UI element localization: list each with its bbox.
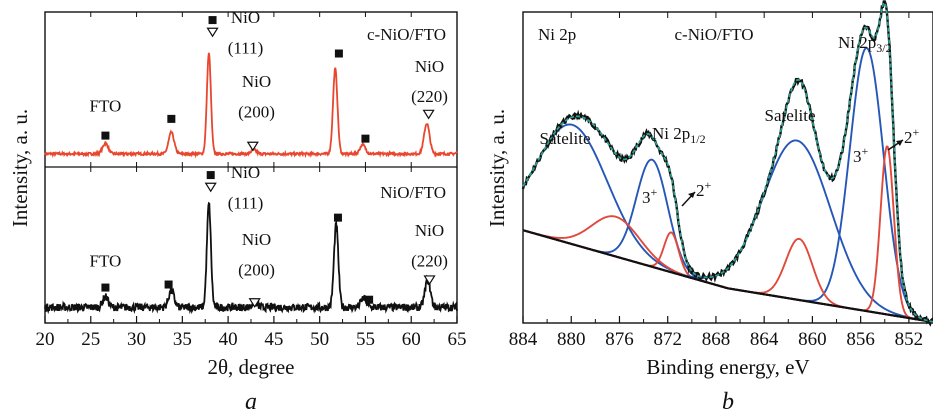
xrd-peak-label: NiO (415, 221, 444, 240)
fto-square-marker (334, 49, 343, 58)
xps-x-tick-label: 872 (653, 329, 682, 350)
xrd-series-line (44, 52, 458, 159)
xrd-x-tick-label: 45 (264, 329, 283, 350)
xrd-peak-label: NiO (242, 230, 271, 249)
xps-x-tick-label: 852 (895, 329, 924, 350)
xps-x-tick-label: 880 (557, 329, 586, 350)
xps-arrowhead-2plus-left (688, 192, 695, 198)
xps-label-2plus-left-num: 2 (696, 181, 705, 200)
xrd-x-tick-label: 25 (81, 329, 100, 350)
fto-square-marker (206, 171, 215, 180)
xps-plot-frame (522, 11, 933, 324)
xps-label-2plus-left: 2+ (696, 178, 712, 200)
xrd-series-line (44, 201, 458, 315)
xps-x-tick-label: 868 (702, 329, 731, 350)
xps-label-2plus-right-sup: + (913, 125, 920, 139)
xps-title-center: c-NiO/FTO (674, 25, 753, 44)
fto-square-marker (101, 131, 110, 140)
xrd-peak-label: (200) (238, 260, 275, 279)
xrd-x-tick-label: 30 (127, 329, 146, 350)
xps-label-3plus-left-num: 3 (642, 188, 651, 207)
xps-label-ni2p12: Ni 2p1/2 (652, 124, 706, 146)
xps-label-3plus-right: 3+ (853, 144, 869, 166)
xrd-x-tick-label: 65 (448, 329, 467, 350)
nio-triangle-marker (246, 141, 259, 152)
xps-label-ni2p12-sub: 1/2 (690, 132, 705, 146)
panel-b: 884 880 876 872 868 864 860 856 852 Ni 2p c-NiO/… (485, 0, 933, 415)
xrd-x-tick-label: 40 (219, 329, 238, 350)
xrd-peak-label: NiO (242, 72, 271, 91)
xps-label-3plus-left-sup: + (651, 185, 658, 199)
fto-square-marker (333, 213, 342, 222)
xrd-x-tick-label: 55 (356, 329, 375, 350)
xrd-peak-label: FTO (90, 96, 122, 115)
xps-label-ni2p32: Ni 2p3/2 (838, 33, 892, 55)
xrd-peak-label: (111) (228, 194, 264, 213)
xrd-peak-label: (111) (228, 39, 264, 58)
xrd-peak-label: FTO (90, 251, 122, 270)
xps-component-curve (522, 145, 933, 323)
nio-triangle-marker (204, 182, 217, 193)
xrd-annotations-group: FTO NiO (111) NiO (200) NiO (220) FTO NiO (111) Ni… (90, 8, 448, 308)
xps-x-tick-label: 876 (605, 329, 634, 350)
nio-triangle-marker (423, 275, 436, 286)
nio-triangle-marker (422, 109, 435, 120)
fto-square-marker (167, 114, 176, 123)
xps-x-tick-label: 856 (846, 329, 875, 350)
xps-envelope-line (522, 2, 933, 323)
xrd-series-group (44, 52, 458, 315)
xrd-peak-label: (200) (238, 102, 275, 121)
xrd-x-tick-label: 60 (402, 329, 421, 350)
xps-curves-group (521, 0, 933, 327)
xps-label-2plus-left-sup: + (705, 178, 712, 192)
fto-square-marker (101, 283, 110, 292)
xrd-peak-label: NiO (415, 57, 444, 76)
xrd-peak-label: NiO (231, 163, 260, 182)
fto-square-marker (361, 134, 370, 143)
xps-title-left: Ni 2p (538, 25, 576, 44)
panel-a-label: a (245, 389, 257, 415)
xrd-x-tick-label: 50 (310, 329, 329, 350)
xrd-x-tick-label: 20 (36, 329, 55, 350)
xrd-y-axis-label: Intensity, a. u. (8, 109, 32, 227)
xps-background-line (522, 229, 933, 324)
xps-x-tick-label: 860 (798, 329, 827, 350)
nio-triangle-marker (206, 27, 219, 38)
xps-arrowhead-2plus-right (896, 140, 903, 146)
xps-x-tick-label: 884 (509, 329, 538, 350)
xps-label-3plus-right-num: 3 (853, 147, 862, 166)
xps-x-tick-label: 864 (750, 329, 779, 350)
xps-y-axis-label: Intensity, a. u. (485, 109, 509, 227)
xps-label-2plus-right: 2+ (904, 125, 920, 147)
xps-label-3plus-right-sup: + (862, 144, 869, 158)
xps-label-ni2p12-main: Ni 2p (652, 124, 690, 143)
xrd-x-ticks: 20 25 30 35 40 45 50 55 60 65 (36, 12, 467, 350)
nio-triangle-marker (248, 298, 261, 308)
xrd-peak-label: NiO (231, 8, 260, 27)
xrd-panel-label-bottom: NiO/FTO (380, 183, 446, 202)
xrd-x-axis-label: 2θ, degree (207, 355, 294, 379)
xps-x-axis-label: Binding energy, eV (646, 355, 809, 379)
xrd-x-tick-label: 35 (173, 329, 192, 350)
xps-component-curve (522, 46, 933, 323)
fto-square-marker (208, 16, 217, 25)
xps-label-satelite-left: Satelite (540, 129, 591, 148)
xps-label-3plus-left: 3+ (642, 185, 658, 207)
xps-x-ticks: 884 880 876 872 868 864 860 856 852 (509, 12, 923, 350)
panel-a: 20 25 30 35 40 45 50 55 60 65 FTO NiO (111) NiO (200)… (8, 8, 467, 415)
xps-component-curve (522, 123, 933, 323)
fto-square-marker (365, 295, 374, 304)
xps-component-curve (522, 229, 933, 323)
xps-label-ni2p32-main: Ni 2p (838, 33, 876, 52)
xrd-panel-label-top: c-NiO/FTO (367, 25, 446, 44)
xps-label-2plus-right-num: 2 (904, 128, 913, 147)
xps-label-ni2p32-sub: 3/2 (876, 41, 891, 55)
xps-component-curve (522, 229, 933, 323)
fto-square-marker (164, 280, 173, 289)
panel-b-label: b (722, 389, 734, 415)
xps-label-satelite-right: Satelite (765, 106, 816, 125)
xrd-peak-label: (220) (411, 87, 448, 106)
xrd-peak-label: (220) (411, 251, 448, 270)
